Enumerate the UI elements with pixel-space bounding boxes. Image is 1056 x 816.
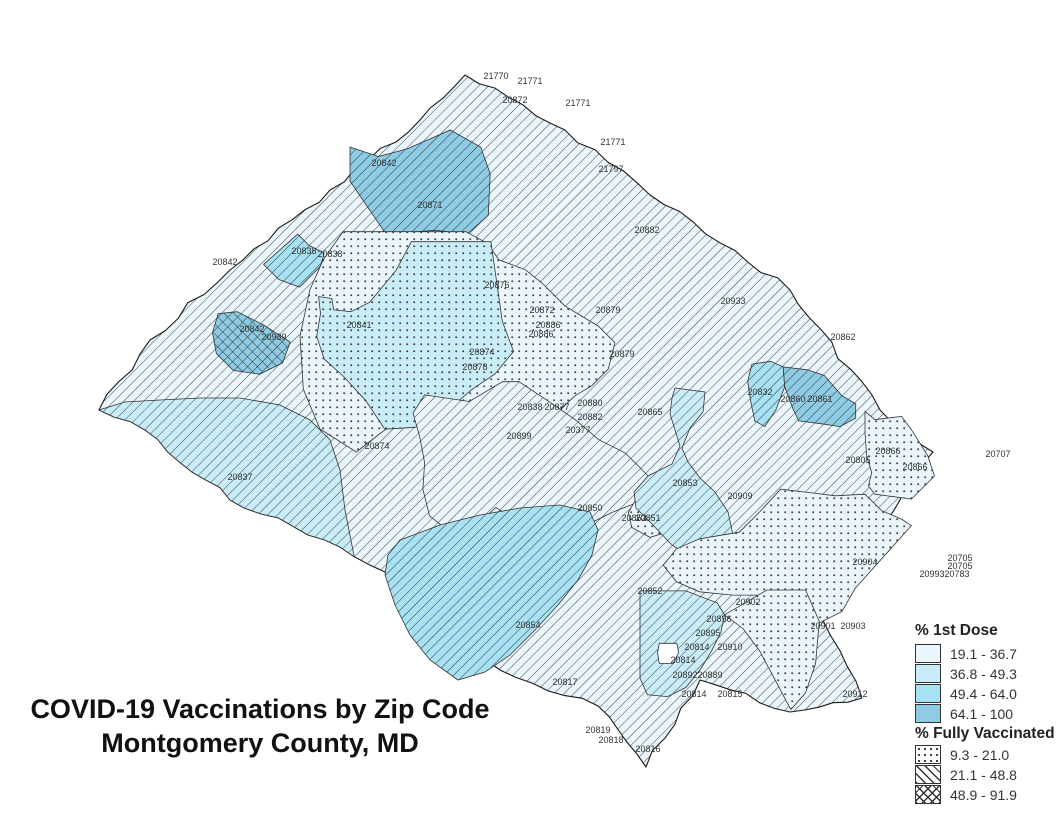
svg-text:20805: 20805 — [845, 455, 870, 465]
svg-text:20852: 20852 — [637, 586, 662, 596]
svg-text:20874: 20874 — [364, 441, 389, 451]
svg-text:20832: 20832 — [747, 387, 772, 397]
svg-text:20815: 20815 — [717, 689, 742, 699]
svg-text:20842: 20842 — [239, 324, 264, 334]
svg-text:20903: 20903 — [840, 621, 865, 631]
svg-text:20814: 20814 — [670, 655, 695, 665]
svg-text:20838: 20838 — [291, 246, 316, 256]
svg-text:20872: 20872 — [529, 305, 554, 315]
svg-text:20902: 20902 — [735, 597, 760, 607]
svg-text:20899: 20899 — [506, 431, 531, 441]
svg-text:20842: 20842 — [371, 158, 396, 168]
svg-text:20854: 20854 — [515, 620, 540, 630]
svg-text:20880: 20880 — [577, 398, 602, 408]
svg-text:20377: 20377 — [565, 425, 590, 435]
svg-text:20872: 20872 — [502, 95, 527, 105]
svg-text:20904: 20904 — [852, 557, 877, 567]
svg-text:20877: 20877 — [544, 402, 569, 412]
svg-text:20842: 20842 — [212, 257, 237, 267]
svg-text:20892: 20892 — [672, 670, 697, 680]
svg-text:20852: 20852 — [621, 513, 646, 523]
svg-text:20939: 20939 — [261, 332, 286, 342]
svg-text:20901: 20901 — [810, 621, 835, 631]
svg-text:20816: 20816 — [635, 744, 660, 754]
svg-text:20871: 20871 — [417, 200, 442, 210]
svg-text:20818: 20818 — [598, 735, 623, 745]
svg-text:20876: 20876 — [484, 280, 509, 290]
svg-text:20910: 20910 — [717, 642, 742, 652]
svg-text:20879: 20879 — [609, 349, 634, 359]
svg-text:20909: 20909 — [727, 491, 752, 501]
svg-text:20933: 20933 — [720, 296, 745, 306]
svg-text:20874: 20874 — [469, 347, 494, 357]
svg-text:20895: 20895 — [695, 628, 720, 638]
svg-text:20865: 20865 — [637, 407, 662, 417]
svg-text:20860: 20860 — [780, 394, 805, 404]
svg-text:20837: 20837 — [227, 472, 252, 482]
svg-text:20896: 20896 — [706, 614, 731, 624]
svg-text:20866: 20866 — [902, 462, 927, 472]
svg-text:20889: 20889 — [697, 670, 722, 680]
svg-text:20882: 20882 — [634, 225, 659, 235]
svg-text:20814: 20814 — [684, 642, 709, 652]
svg-text:21770: 21770 — [483, 71, 508, 81]
svg-text:20878: 20878 — [462, 362, 487, 372]
svg-text:20866: 20866 — [875, 446, 900, 456]
svg-text:20850: 20850 — [577, 503, 602, 513]
svg-text:21771: 21771 — [600, 137, 625, 147]
svg-text:20993: 20993 — [919, 569, 944, 579]
svg-text:21771: 21771 — [517, 76, 542, 86]
svg-text:20838: 20838 — [317, 249, 342, 259]
svg-text:20707: 20707 — [985, 449, 1010, 459]
svg-text:21797: 21797 — [598, 164, 623, 174]
svg-text:20862: 20862 — [830, 332, 855, 342]
svg-text:21771: 21771 — [565, 98, 590, 108]
svg-text:20814: 20814 — [681, 689, 706, 699]
svg-text:20841: 20841 — [346, 320, 371, 330]
svg-text:20819: 20819 — [585, 725, 610, 735]
svg-text:20853: 20853 — [672, 478, 697, 488]
svg-text:20783: 20783 — [944, 569, 969, 579]
svg-text:20882: 20882 — [577, 412, 602, 422]
svg-text:20817: 20817 — [552, 677, 577, 687]
svg-text:20886: 20886 — [528, 329, 553, 339]
svg-text:20838: 20838 — [517, 402, 542, 412]
svg-text:20879: 20879 — [595, 305, 620, 315]
svg-text:20861: 20861 — [807, 394, 832, 404]
svg-text:20912: 20912 — [842, 689, 867, 699]
